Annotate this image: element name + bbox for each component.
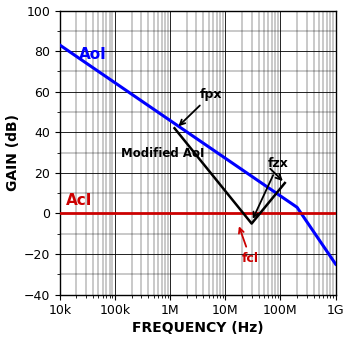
Y-axis label: GAIN (dB): GAIN (dB) — [6, 114, 20, 191]
Text: fzx: fzx — [253, 157, 289, 217]
Text: AcI: AcI — [66, 193, 92, 208]
Text: fcl: fcl — [239, 228, 259, 265]
Text: AoI: AoI — [79, 47, 106, 62]
Text: fpx: fpx — [180, 88, 223, 125]
Text: Modified AoI: Modified AoI — [121, 147, 205, 160]
X-axis label: FREQUENCY (Hz): FREQUENCY (Hz) — [132, 322, 264, 336]
